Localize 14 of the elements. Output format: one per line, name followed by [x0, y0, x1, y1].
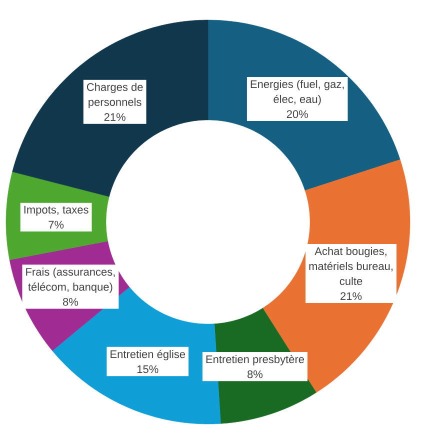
slice-label: Entretien église	[110, 350, 186, 360]
slice-label: Frais (assurances, télécom, banque)	[26, 268, 115, 293]
data-label: 8%	[62, 298, 78, 306]
data-label: 7%	[48, 220, 64, 229]
slice-label: Achat bougies, matériels bureau, culte	[309, 246, 392, 286]
data-label: 20%	[286, 110, 308, 118]
slice-label: Energies (fuel, gaz, élec, eau)	[250, 80, 344, 106]
slice-label: Charges de personnels	[86, 82, 143, 108]
data-label: 15%	[137, 365, 158, 374]
slice-label: Impots, taxes	[24, 206, 88, 216]
data-label: 8%	[248, 370, 263, 378]
data-label: 21%	[104, 113, 126, 121]
slice-label: Entretien presbytère	[206, 354, 304, 366]
data-label: 21%	[340, 292, 362, 300]
